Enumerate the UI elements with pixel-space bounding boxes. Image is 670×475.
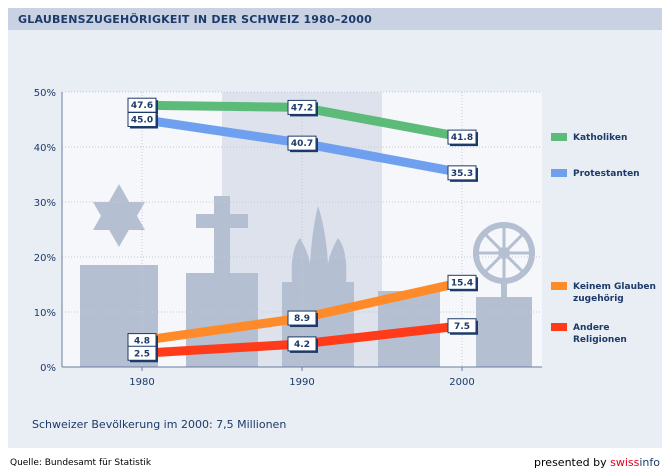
data-label-text: 45.0	[131, 116, 153, 126]
data-label: 8.9	[287, 310, 318, 328]
credit: presented by swissinfo	[534, 456, 660, 469]
y-tick-label: 20%	[34, 253, 56, 264]
data-label-box	[127, 345, 157, 361]
data-label-text: 7.5	[454, 322, 470, 332]
brand-info: info	[639, 456, 660, 469]
source-text: Quelle: Bundesamt für Statistik	[10, 458, 152, 468]
x-tick-label: 1990	[289, 377, 314, 388]
data-label-box	[447, 165, 477, 181]
data-label-text: 8.9	[294, 314, 310, 324]
data-label: 45.0	[127, 112, 158, 129]
data-label: 15.4	[447, 274, 478, 292]
data-label: 4.2	[287, 336, 318, 353]
data-label-box	[447, 318, 477, 334]
star-of-david-icon	[80, 184, 158, 367]
y-tick-label: 30%	[34, 198, 56, 209]
y-tick-label: 0%	[40, 363, 56, 374]
title-bar	[8, 8, 662, 30]
data-label-text: 2.5	[134, 349, 150, 359]
data-label-text: 47.6	[131, 101, 153, 111]
data-label-text: 15.4	[451, 278, 473, 288]
data-label-box	[127, 112, 157, 127]
data-label-box	[447, 274, 477, 290]
data-label-text: 4.8	[134, 337, 150, 347]
data-label-box	[447, 129, 477, 145]
y-tick-label: 50%	[34, 88, 56, 99]
data-label-text: 47.2	[291, 103, 313, 113]
data-label-text: 35.3	[451, 169, 473, 179]
data-label: 35.3	[447, 165, 478, 182]
x-axis-ticks: 1980 1990 2000	[129, 367, 475, 388]
data-label: 47.2	[287, 99, 318, 117]
x-tick-label: 1980	[129, 377, 154, 388]
cross-icon	[186, 196, 258, 367]
legend-label: Katholiken	[573, 133, 627, 143]
data-labels: 47.6 47.2 41.8 45.0 40.7 35.3 4.8 8.9 15.4 2.5 4.2…	[127, 97, 478, 363]
x-tick-label: 2000	[449, 377, 474, 388]
y-axis-ticks: 0% 10% 20% 30% 40% 50%	[34, 88, 56, 374]
data-label-text: 4.2	[294, 340, 310, 350]
data-label: 47.6	[127, 97, 158, 115]
brand-swiss: swiss	[610, 456, 640, 469]
legend-label: Keinem Glauben	[573, 282, 656, 292]
data-label: 40.7	[287, 135, 318, 153]
data-label-box	[287, 135, 317, 151]
credit-prefix: presented by	[534, 456, 611, 469]
data-label: 2.5	[127, 345, 158, 363]
y-tick-label: 10%	[34, 308, 56, 319]
legend-label: zugehörig	[573, 294, 624, 304]
data-label-text: 40.7	[291, 139, 313, 149]
data-label-box	[287, 310, 317, 326]
data-label: 7.5	[447, 318, 478, 335]
data-label-box	[287, 99, 317, 115]
legend-label: Religionen	[573, 335, 627, 345]
data-label-text: 41.8	[451, 133, 473, 143]
legend: Katholiken Protestanten Keinem Glauben zuge…	[551, 133, 656, 345]
y-tick-label: 40%	[34, 143, 56, 154]
data-label-box	[287, 336, 317, 352]
population-note: Schweizer Bevölkerung im 2000: 7,5 Milli…	[32, 418, 287, 431]
data-label: 41.8	[447, 129, 478, 147]
dharma-wheel-icon	[473, 222, 535, 367]
chart-title: GLAUBENSZUGEHÖRIGKEIT IN DER SCHWEIZ 198…	[18, 13, 372, 26]
legend-label: Andere	[573, 323, 609, 333]
legend-label: Protestanten	[573, 169, 640, 179]
